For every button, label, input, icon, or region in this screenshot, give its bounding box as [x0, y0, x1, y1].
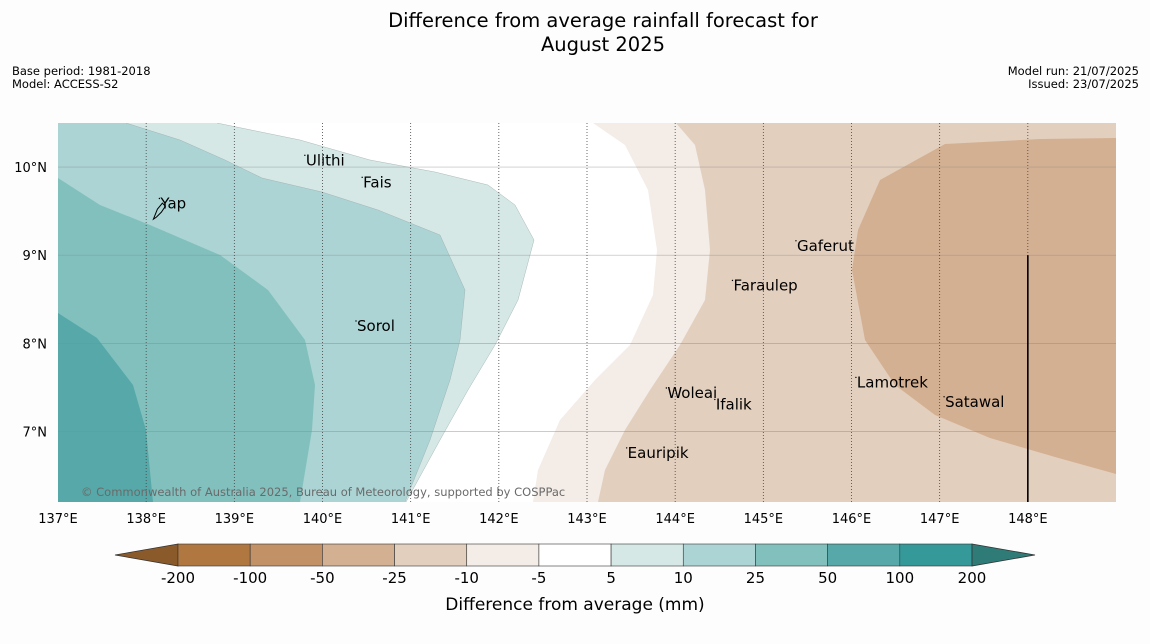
contour-50-to-100 — [58, 313, 153, 502]
lon-tick-label: 147°E — [920, 512, 960, 527]
place-label-woleai: Woleai — [667, 384, 717, 402]
place-label-yap: Yap — [159, 194, 186, 212]
lon-tick-label: 138°E — [126, 512, 166, 527]
colorbar-segment — [755, 543, 828, 567]
colorbar-tick-label: 5 — [606, 569, 616, 587]
colorbar-tick-label: 50 — [818, 569, 837, 587]
island-marker — [855, 376, 857, 379]
colorbar-segment — [322, 543, 395, 567]
colorbar-segment — [177, 543, 251, 567]
colorbar-tick-label: -200 — [161, 569, 195, 587]
lon-tick-label: 140°E — [303, 512, 343, 527]
colorbar-segment — [249, 543, 323, 567]
colorbar-tick-label: -10 — [454, 569, 479, 587]
colorbar-tick-label: 10 — [674, 569, 693, 587]
axis-tick-labels: 137°E 138°E 139°E 140°E 141°E 142°E 143°E 144°E… — [14, 161, 1047, 527]
place-label-eauripik: Eauripik — [628, 444, 689, 462]
lon-tick-label: 146°E — [832, 512, 872, 527]
place-label-satawal: Satawal — [945, 393, 1004, 411]
colorbar-tick-label: -100 — [233, 569, 267, 587]
place-label-lamotrek: Lamotrek — [857, 373, 928, 391]
island-marker — [665, 387, 668, 389]
colorbar-tick-label: -25 — [382, 569, 407, 587]
lon-tick-label: 143°E — [567, 512, 607, 527]
place-label-gaferut: Gaferut — [797, 237, 854, 255]
lon-tick-label: 142°E — [479, 512, 519, 527]
colorbar-segment — [394, 543, 468, 567]
colorbar-segment — [682, 543, 756, 567]
colorbar-segment — [466, 543, 540, 567]
colorbar-tick-label: -50 — [310, 569, 335, 587]
island-marker — [158, 197, 161, 200]
title-line-2: August 2025 — [540, 33, 666, 56]
island-marker — [625, 447, 628, 449]
island-marker — [304, 154, 306, 157]
map-title: Difference from average rainfall forecas… — [0, 9, 1150, 57]
base-period-text: Base period: 1981-2018 — [12, 64, 151, 78]
island-marker — [731, 279, 734, 282]
place-label-ulithi: Ulithi — [306, 151, 345, 169]
lat-tick-label: 10°N — [14, 161, 47, 176]
colorbar-segment — [827, 543, 901, 567]
colorbar-segment — [899, 543, 973, 567]
colorbar-extend-high — [971, 543, 1036, 567]
run-info: Model run: 21/07/2025 Issued: 23/07/2025 — [1008, 65, 1139, 91]
islands — [152, 202, 167, 221]
colorbar-tick-label: 200 — [958, 569, 987, 587]
colorbar-segment — [610, 543, 684, 567]
copyright-notice: © Commonwealth of Australia 2025, Bureau… — [81, 485, 565, 499]
lon-tick-label: 137°E — [38, 512, 78, 527]
island-marker — [361, 176, 363, 179]
lon-tick-label: 141°E — [391, 512, 431, 527]
lon-tick-label: 139°E — [215, 512, 255, 527]
lon-tick-label: 144°E — [655, 512, 695, 527]
model-info: Base period: 1981-2018 Model: ACCESS-S2 — [12, 65, 151, 91]
colorbar-segment — [538, 543, 612, 567]
island-marker — [355, 320, 357, 322]
island-marker — [943, 396, 945, 398]
lat-tick-label: 9°N — [23, 249, 48, 264]
place-label-faraulep: Faraulep — [733, 276, 797, 294]
place-label-sorol: Sorol — [357, 317, 395, 335]
place-labels: Ulithi Fais Yap Gaferut Faraulep Sorol Lamotre… — [158, 151, 1029, 502]
issued-text: Issued: 23/07/2025 — [1028, 77, 1139, 91]
colorbar-extend-low — [114, 543, 179, 567]
colorbar-tick-label: -5 — [531, 569, 546, 587]
colorbar-title: Difference from average (mm) — [445, 595, 704, 615]
contour-neg25-to-neg50 — [852, 138, 1116, 474]
contour-line — [216, 123, 535, 502]
colorbar-tick-label: 25 — [746, 569, 765, 587]
colorbar: -200 -100 -50 -25 -10 -5 5 10 25 50 100 200 — [114, 543, 1036, 587]
island-marker — [714, 398, 716, 401]
title-line-1: Difference from average rainfall forecas… — [388, 9, 818, 32]
place-label-ifalik: Ifalik — [716, 395, 752, 413]
lon-tick-label: 145°E — [744, 512, 784, 527]
island-marker — [795, 240, 797, 242]
lat-tick-label: 7°N — [23, 425, 48, 440]
lon-tick-label: 148°E — [1008, 512, 1048, 527]
model-run-text: Model run: 21/07/2025 — [1007, 64, 1139, 78]
contour-line — [125, 123, 466, 502]
yap-island-outline — [152, 202, 167, 221]
colorbar-tick-label: 100 — [885, 569, 914, 587]
lat-tick-label: 8°N — [23, 337, 48, 352]
model-name-text: Model: ACCESS-S2 — [12, 77, 119, 91]
place-label-fais: Fais — [363, 173, 392, 191]
